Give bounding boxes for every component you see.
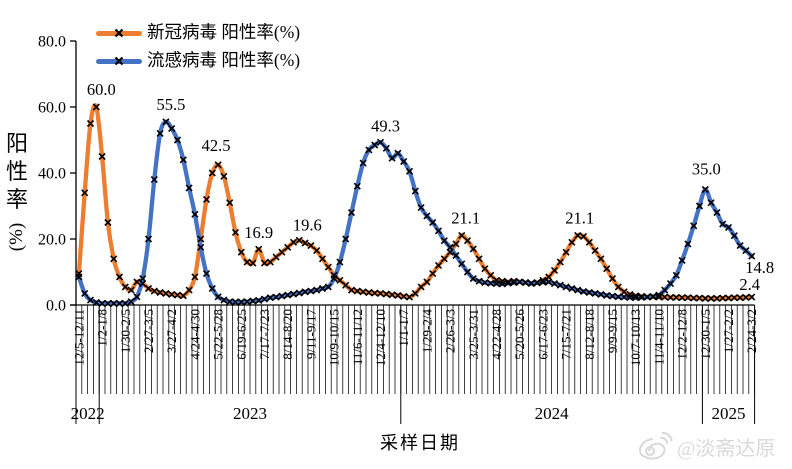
point-label: 21.1: [451, 208, 480, 227]
point-label: 14.8: [745, 258, 774, 277]
year-label: 2024: [535, 404, 570, 423]
x-tick-label: 4/22-4/28: [489, 309, 504, 360]
year-labels: 2022 2023 2024 2025: [71, 404, 746, 423]
year-divider-lines: [75, 305, 756, 424]
x-tick-label: 5/20-5/26: [512, 309, 527, 360]
x-tick-label: 11/6-11/12: [350, 309, 365, 365]
y-tick-label: 40.0: [38, 166, 66, 183]
x-tick-label: 11/4-11/10: [651, 309, 666, 365]
x-marker-icon: [114, 56, 124, 66]
point-label: 19.6: [293, 215, 322, 234]
point-label: 2.4: [739, 275, 760, 294]
x-tick-label: 1/2-1/8: [95, 309, 110, 347]
y-title-char: 阳: [5, 131, 28, 156]
legend-item-covid: 新冠病毒 阳性率(%): [96, 19, 300, 47]
year-label: 2022: [71, 404, 105, 423]
point-label: 16.9: [244, 223, 273, 242]
point-label: 55.5: [156, 95, 185, 114]
x-axis-labels: 12/5-12/11 1/2-1/8 1/30-2/5 2/27-3/5 3/27-4/…: [71, 309, 759, 367]
covid-series-line: [76, 103, 754, 301]
flu-series-markers: [75, 118, 756, 307]
point-label: 60.0: [87, 80, 116, 99]
x-tick-label: 9/9-9/15: [605, 309, 620, 353]
x-tick-label: 1/30-2/5: [118, 309, 133, 353]
x-tick-label: 8/14-8/20: [280, 309, 295, 360]
x-tick-label: 1/29-2/4: [419, 309, 434, 354]
x-tick-label: 12/4-12/10: [373, 309, 388, 366]
point-label: 42.5: [202, 136, 231, 155]
x-tick-label: 2/26-3/3: [443, 309, 458, 353]
x-tick-label: 10/7-10/13: [628, 309, 643, 366]
covid-series-markers: [75, 103, 756, 302]
x-tick-label: 5/22-5/28: [211, 309, 226, 360]
y-title-unit: (%): [6, 222, 27, 252]
y-tick-label: 60.0: [38, 100, 66, 117]
x-tick-label: 7/17-7/23: [257, 309, 272, 360]
y-title-char: 性: [5, 159, 28, 184]
x-marker-icon: [114, 28, 124, 38]
y-axis-title: 阳 性 率 (%): [1, 130, 33, 251]
watermark-text: @淡斋达原: [677, 437, 776, 460]
x-tick-label: 1/27-2/2: [721, 309, 736, 353]
covid-line-swatch-icon: [96, 28, 142, 38]
x-tick-label: 3/25-3/31: [466, 309, 481, 360]
x-tick-label: 2/27-3/5: [141, 309, 156, 353]
flu-line-swatch-icon: [96, 56, 142, 66]
y-tick-label: 20.0: [38, 232, 66, 249]
x-tick-label: 12/30-1/5: [698, 309, 713, 360]
y-tick-label: 0.0: [46, 298, 66, 315]
x-tick-label: 12/5-12/11: [71, 309, 86, 366]
covid-legend-label: 新冠病毒 阳性率(%): [147, 22, 301, 43]
x-tick-label: 7/15-7/21: [559, 309, 574, 360]
y-axis-labels: 0.0 20.0 40.0 60.0 80.0: [38, 34, 76, 315]
weekly-tick-marks: [75, 305, 755, 394]
point-label: 35.0: [692, 160, 721, 179]
point-label: 21.1: [565, 208, 594, 227]
legend-item-flu: 流感病毒 阳性率(%): [96, 47, 300, 75]
flu-legend-label: 流感病毒 阳性率(%): [147, 50, 301, 71]
x-axis-title: 采样日期: [380, 433, 460, 453]
watermark: @淡斋达原: [637, 431, 775, 461]
weibo-icon: [638, 431, 673, 460]
x-tick-label: 2/24-3/2: [744, 309, 759, 353]
point-labels: 60.0 55.5 42.5 16.9 19.6 49.3 21.1 21.1 35.0 14.8…: [87, 80, 774, 294]
y-tick-label: 80.0: [38, 34, 66, 51]
x-tick-label: 6/19-6/25: [234, 309, 249, 360]
y-title-char: 率: [5, 187, 28, 212]
x-tick-label: 6/17-6/23: [535, 309, 550, 360]
year-label: 2025: [712, 404, 746, 423]
x-tick-label: 3/27-4/2: [164, 309, 179, 353]
x-tick-label: 4/24-4/30: [187, 309, 202, 360]
point-label: 49.3: [371, 116, 400, 135]
flu-series-line: [76, 119, 754, 306]
x-tick-label: 8/12-8/18: [582, 309, 597, 360]
legend: 新冠病毒 阳性率(%) 流感病毒 阳性率(%): [96, 19, 300, 75]
x-tick-label: 10/9-10/15: [327, 309, 342, 366]
x-tick-label: 12/2-12/8: [675, 309, 690, 360]
x-tick-label: 9/11-9/17: [303, 309, 318, 360]
year-label: 2023: [233, 404, 267, 423]
x-tick-label: 1/1-1/7: [396, 309, 411, 347]
